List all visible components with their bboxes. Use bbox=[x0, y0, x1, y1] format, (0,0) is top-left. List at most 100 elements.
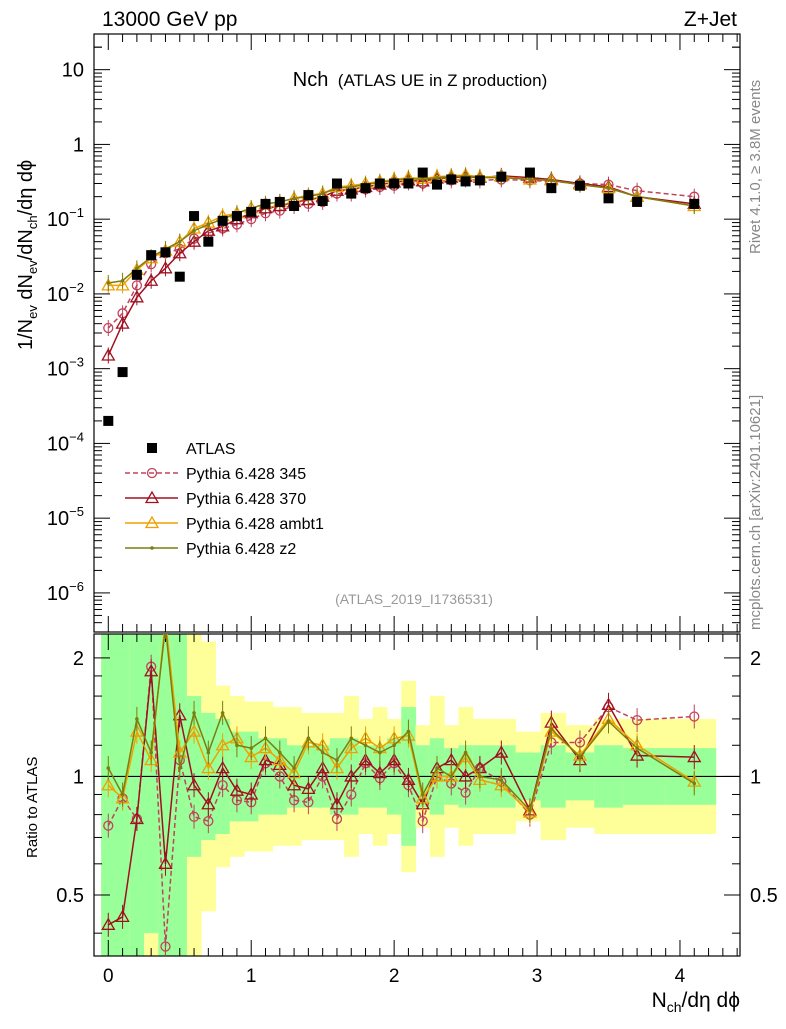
series-point bbox=[144, 273, 159, 286]
ratio-point bbox=[344, 769, 359, 782]
x-axis-label: Nch/dη dϕ bbox=[652, 989, 740, 1015]
ratio-point bbox=[392, 743, 396, 748]
data-point bbox=[389, 178, 400, 189]
ratio-point bbox=[401, 772, 416, 786]
axes: 0 1 2 3 4 10−6 10−5 10−4 10−3 10−2 10−1 1 10 0.5 0.5 1 1… bbox=[47, 33, 778, 987]
data-point bbox=[689, 198, 700, 209]
ratio-point bbox=[120, 792, 125, 797]
data-point bbox=[331, 178, 342, 189]
ratio-point bbox=[329, 760, 345, 774]
ratio-point bbox=[417, 816, 428, 827]
y-tick-label: 10−1 bbox=[47, 205, 84, 231]
ratio-point bbox=[177, 766, 182, 770]
ratio-point bbox=[387, 752, 402, 766]
y-tick-label: 1 bbox=[73, 134, 84, 156]
ratio-point bbox=[478, 774, 482, 779]
ratio-point bbox=[129, 811, 144, 825]
legend-marker bbox=[146, 467, 158, 479]
series-line bbox=[107, 178, 695, 329]
legend-data-marker bbox=[147, 443, 157, 453]
y-tick-label: 10−5 bbox=[47, 504, 84, 530]
plot-title-main: Nch bbox=[293, 69, 329, 91]
data-point bbox=[574, 180, 585, 191]
x-tick-label: 1 bbox=[246, 966, 257, 987]
data-point bbox=[632, 196, 643, 207]
ratio-tick-label-right: 1 bbox=[750, 766, 761, 788]
series-point bbox=[435, 175, 439, 180]
main-series bbox=[101, 166, 702, 426]
data-point bbox=[274, 196, 285, 207]
ratio-point bbox=[315, 760, 330, 774]
data-point bbox=[417, 167, 428, 178]
ratio-point bbox=[103, 820, 114, 831]
ratio-point bbox=[335, 758, 339, 762]
ratio-point bbox=[186, 777, 202, 791]
ratio-point bbox=[172, 707, 187, 721]
ratio-series-line bbox=[107, 671, 695, 926]
ratio-point bbox=[292, 766, 296, 770]
ratio-point bbox=[406, 729, 411, 734]
data-point bbox=[189, 211, 200, 222]
ratio-point bbox=[494, 745, 509, 758]
series-point bbox=[135, 266, 139, 271]
data-point bbox=[603, 193, 614, 204]
ratio-point bbox=[217, 780, 228, 791]
ratio-point bbox=[463, 750, 468, 755]
y-tick-label: 10−2 bbox=[47, 280, 84, 306]
data-point bbox=[103, 415, 114, 426]
ratio-point bbox=[378, 750, 382, 755]
ratio-point bbox=[160, 941, 171, 952]
analysis-id: (ATLAS_2019_I1736531) bbox=[335, 591, 493, 607]
data-point bbox=[160, 247, 171, 258]
series-line bbox=[108, 175, 695, 284]
series-point bbox=[115, 278, 130, 291]
mcplots-label: mcplots.cern.ch [arXiv:2401.10621] bbox=[747, 395, 764, 630]
series-point bbox=[192, 228, 196, 233]
ratio-point bbox=[449, 774, 454, 779]
y-axis-label: 1/Nev dNev/dNch/dη dϕ bbox=[15, 160, 40, 350]
series-point bbox=[115, 316, 130, 329]
ratio-point bbox=[372, 765, 387, 779]
ratio-point bbox=[229, 783, 245, 796]
ratio-point bbox=[606, 719, 611, 724]
plot-title-sub: (ATLAS UE in Z production) bbox=[338, 71, 547, 90]
series-point bbox=[101, 348, 116, 361]
ratio-point bbox=[235, 743, 239, 748]
ratio-point bbox=[272, 752, 287, 766]
ratio-tick-label-right: 2 bbox=[750, 648, 761, 670]
ratio-point bbox=[689, 711, 700, 722]
data-point bbox=[474, 175, 485, 186]
data-point bbox=[303, 190, 314, 201]
data-point bbox=[524, 167, 535, 178]
legend-label: Pythia 6.428 z2 bbox=[186, 541, 296, 558]
series-point bbox=[120, 278, 125, 283]
data-point bbox=[460, 176, 471, 187]
ratio-point bbox=[203, 816, 214, 827]
series-point bbox=[420, 177, 425, 182]
ratio-point bbox=[258, 752, 273, 766]
data-point bbox=[231, 211, 242, 222]
data-point bbox=[446, 174, 457, 185]
ratio-plot-frame bbox=[93, 633, 741, 957]
legend-data-label: ATLAS bbox=[186, 441, 236, 458]
series-point bbox=[158, 261, 173, 274]
series-line bbox=[107, 175, 695, 356]
ratio-point bbox=[358, 752, 373, 766]
ratio-point bbox=[631, 714, 643, 726]
ratio-point bbox=[144, 752, 159, 766]
ratio-point bbox=[215, 737, 230, 751]
series-point bbox=[349, 185, 354, 189]
data-point bbox=[360, 183, 371, 194]
ratio-point bbox=[363, 743, 368, 748]
data-point bbox=[117, 367, 128, 378]
ratio-point bbox=[344, 740, 359, 754]
data-point bbox=[403, 178, 414, 189]
series-point bbox=[201, 223, 216, 236]
data-point bbox=[203, 236, 214, 247]
series-point bbox=[103, 322, 114, 334]
data-point bbox=[374, 178, 385, 189]
ratio-point bbox=[549, 727, 554, 731]
ratio-series-line bbox=[107, 634, 695, 812]
legend-marker bbox=[144, 490, 160, 504]
ratio-point bbox=[635, 746, 639, 750]
